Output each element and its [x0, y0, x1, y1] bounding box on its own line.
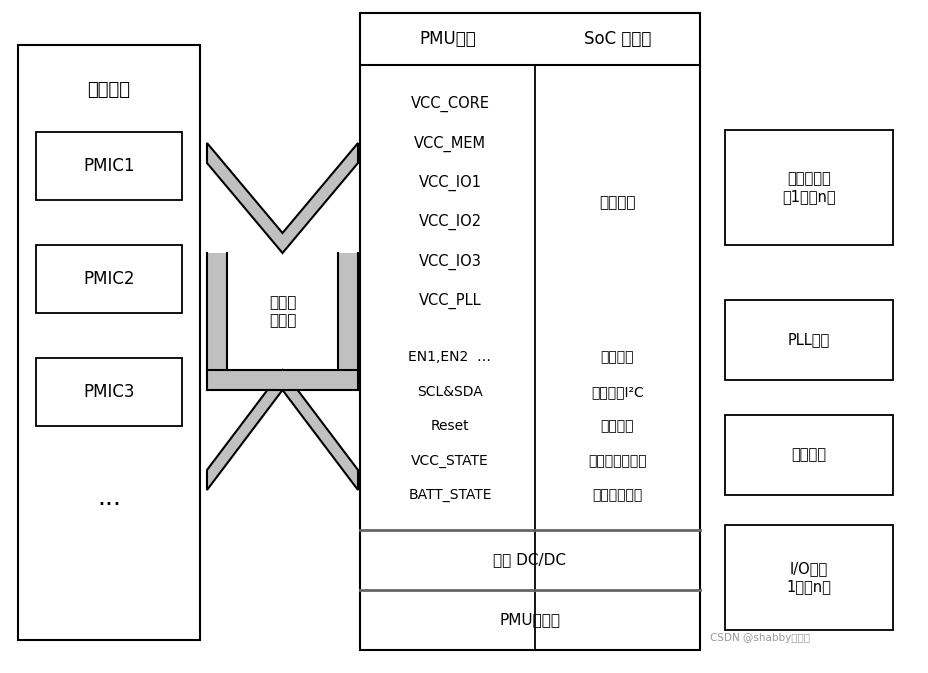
Text: 多档电源: 多档电源	[599, 195, 635, 210]
Text: 处理器核单
刔1个～n个: 处理器核单 刔1个～n个	[781, 172, 835, 204]
Bar	[360, 13, 699, 650]
Text: PMU寄存器: PMU寄存器	[499, 612, 560, 627]
Text: SCL&SDA: SCL&SDA	[417, 385, 483, 399]
Text: BATT_STATE: BATT_STATE	[407, 489, 491, 503]
Text: VCC_MEM: VCC_MEM	[414, 135, 485, 151]
Bar	[724, 300, 892, 380]
Text: 复位信号: 复位信号	[600, 419, 634, 433]
Bar	[36, 245, 182, 313]
Text: PMIC2: PMIC2	[84, 270, 135, 288]
Text: VCC_STATE: VCC_STATE	[411, 454, 488, 468]
Text: PLL单元: PLL单元	[787, 332, 830, 347]
Text: 内部 DC/DC: 内部 DC/DC	[493, 553, 566, 567]
Bar	[724, 525, 892, 630]
Polygon shape	[207, 370, 357, 490]
Bar	[207, 253, 226, 370]
Text: 存储单元: 存储单元	[791, 448, 826, 462]
Text: I/O设备
1个～n个: I/O设备 1个～n个	[786, 561, 831, 594]
Text: VCC_IO2: VCC_IO2	[418, 214, 481, 230]
Bar	[207, 370, 357, 390]
Text: PMIC3: PMIC3	[84, 383, 135, 401]
Text: EN1,EN2  …: EN1,EN2 …	[408, 350, 491, 364]
Bar	[338, 253, 357, 370]
Text: 电池状态指示: 电池状态指示	[592, 489, 642, 503]
Bar	[36, 132, 182, 200]
Text: VCC_CORE: VCC_CORE	[410, 96, 489, 112]
Text: VCC_PLL: VCC_PLL	[419, 293, 481, 309]
Bar	[36, 358, 182, 426]
Text: SoC 处理器: SoC 处理器	[583, 30, 651, 48]
Text: 电源管
理总线: 电源管 理总线	[268, 295, 296, 328]
Text: VCC_IO1: VCC_IO1	[418, 175, 481, 191]
Text: PMU单元: PMU单元	[419, 30, 475, 48]
Text: VCC_IO3: VCC_IO3	[419, 253, 481, 269]
Text: 使能信号: 使能信号	[600, 350, 634, 364]
Polygon shape	[207, 143, 357, 253]
Text: Reset: Reset	[431, 419, 469, 433]
Text: CSDN @shabby爱学习: CSDN @shabby爱学习	[709, 633, 809, 643]
Bar	[724, 130, 892, 245]
Text: 供电系统: 供电系统	[87, 81, 130, 99]
Text: 主电源状态指示: 主电源状态指示	[587, 454, 646, 468]
Bar	[18, 45, 200, 640]
Text: PMIC1: PMIC1	[84, 157, 135, 175]
Bar	[724, 415, 892, 495]
Text: ...: ...	[97, 486, 121, 510]
Text: 数字接口I²C: 数字接口I²C	[590, 385, 643, 399]
